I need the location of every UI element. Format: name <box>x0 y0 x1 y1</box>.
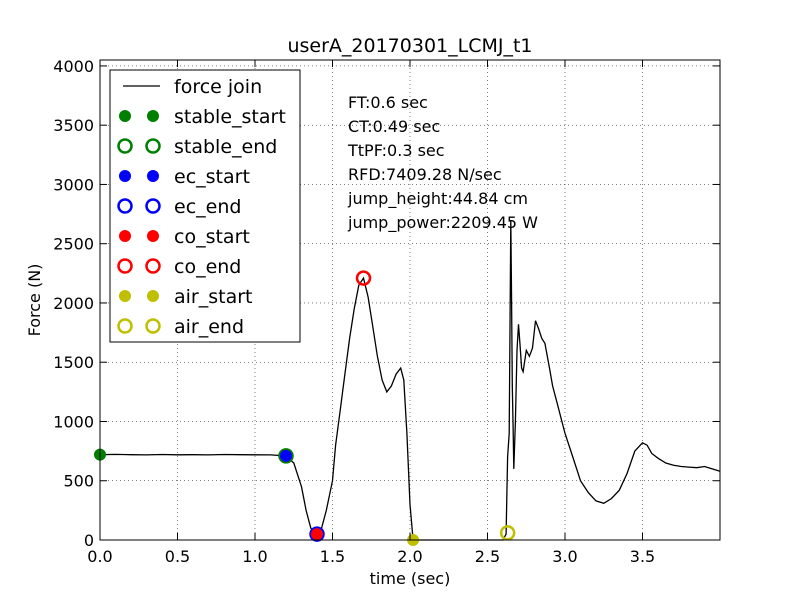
annotation-line: jump_power:2209.45 W <box>347 213 538 233</box>
annotation-line: CT:0.49 sec <box>348 117 440 136</box>
y-tick-label: 1500 <box>53 353 94 372</box>
legend-marker-swatch <box>117 258 133 274</box>
legend-marker-swatch <box>117 198 133 214</box>
x-tick-label: 1.0 <box>242 547 267 566</box>
legend-label: stable_start <box>174 106 286 128</box>
x-tick-label: 3.0 <box>552 547 577 566</box>
legend-marker-swatch <box>147 230 159 242</box>
y-tick-label: 0 <box>84 531 94 550</box>
chart-title: userA_20170301_LCMJ_t1 <box>287 35 532 57</box>
x-axis-ticks: 0.0 0.5 1.0 1.5 2.0 2.5 3.0 3.5 <box>87 60 655 566</box>
y-axis-label: Force (N) <box>25 264 44 337</box>
legend-marker-swatch <box>145 198 161 214</box>
series-line-force-join <box>99 219 721 541</box>
legend-label: stable_end <box>174 136 277 158</box>
y-tick-label: 4000 <box>53 57 94 76</box>
legend-label: force join <box>174 76 262 98</box>
x-tick-label: 0.5 <box>165 547 190 566</box>
legend-box <box>109 69 301 343</box>
annotation-line: jump_height:44.84 cm <box>347 189 528 209</box>
y-tick-label: 500 <box>63 472 94 491</box>
metrics-annotations: FT:0.6 sec CT:0.49 sec TtPF:0.3 sec RFD:740… <box>347 93 538 233</box>
legend-marker-swatch <box>147 170 159 182</box>
x-tick-label: 3.5 <box>630 547 655 566</box>
legend-label: co_end <box>174 256 241 278</box>
legend-label: co_start <box>174 226 250 248</box>
y-tick-label: 1000 <box>53 412 94 431</box>
legend-marker-swatch <box>117 138 133 154</box>
annotation-line: RFD:7409.28 N/sec <box>348 165 502 184</box>
x-tick-label: 2.0 <box>397 547 422 566</box>
legend-marker-swatch <box>145 258 161 274</box>
plot-area <box>99 219 721 541</box>
marker-co-start <box>311 528 323 541</box>
legend-label: ec_start <box>174 166 250 188</box>
y-tick-label: 3000 <box>53 175 94 194</box>
legend-label: air_end <box>174 316 244 338</box>
marker-stable-end <box>278 448 294 464</box>
marker-co-end <box>355 270 372 286</box>
legend-marker-swatch <box>119 290 131 302</box>
x-tick-label: 0.0 <box>87 547 112 566</box>
legend-marker-swatch <box>119 230 131 242</box>
legend-marker-swatch <box>119 110 131 122</box>
legend-marker-swatch <box>145 318 161 334</box>
marker-ec-end <box>309 526 325 542</box>
marker-air-end <box>499 525 516 541</box>
y-tick-label: 3500 <box>53 116 94 135</box>
legend-marker-swatch <box>147 290 159 302</box>
legend-marker-swatch <box>119 170 131 182</box>
x-axis-label: time (sec) <box>370 569 451 588</box>
y-axis-ticks: 0 500 1000 1500 2000 2500 3000 3500 4000 <box>53 57 720 550</box>
y-tick-label: 2500 <box>53 235 94 254</box>
legend-marker-swatch <box>147 110 159 122</box>
annotation-line: FT:0.6 sec <box>348 93 428 112</box>
event-markers <box>94 270 516 546</box>
marker-ec-start <box>280 449 292 462</box>
legend-label: ec_end <box>174 196 241 218</box>
y-tick-label: 2000 <box>53 294 94 313</box>
x-tick-label: 2.5 <box>475 547 500 566</box>
x-tick-label: 1.5 <box>320 547 345 566</box>
legend: force join stable_start stable_end ec_start… <box>109 69 301 343</box>
legend-label: air_start <box>174 286 253 308</box>
legend-marker-swatch <box>145 138 161 154</box>
legend-marker-swatch <box>117 318 133 334</box>
annotation-line: TtPF:0.3 sec <box>347 141 445 160</box>
